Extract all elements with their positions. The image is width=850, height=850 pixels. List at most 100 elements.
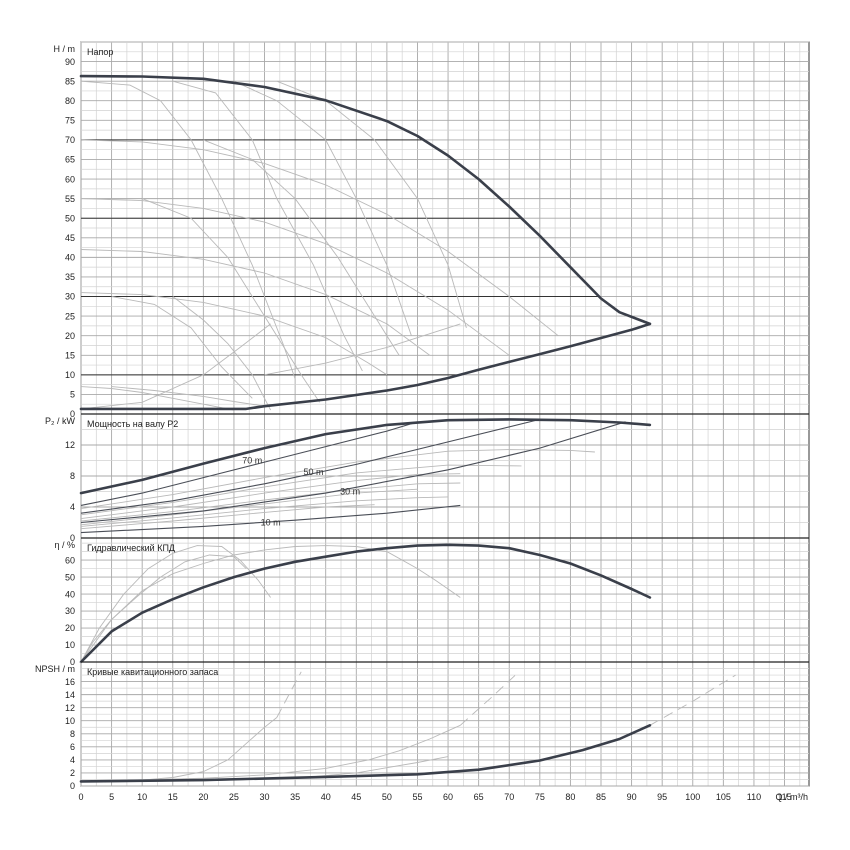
series-line: [80, 482, 461, 522]
series-line: [80, 421, 626, 524]
x-tick-label: 10: [137, 792, 147, 802]
y-tick-label: 12: [65, 440, 75, 450]
series-line: [80, 464, 522, 516]
y-tick-label: 30: [65, 606, 75, 616]
y-tick-label: 20: [65, 623, 75, 633]
x-tick-label: 35: [290, 792, 300, 802]
power-panel: 0 4 8 12 P₂ / kW Мощность на валу P2 70 m 50 m 3…: [45, 413, 809, 543]
x-tick-label: 45: [351, 792, 361, 802]
panel-title: Мощность на валу P2: [87, 419, 178, 429]
y-tick-label: 65: [65, 155, 75, 165]
y-tick-label: 15: [65, 350, 75, 360]
x-tick-label: 115: [777, 792, 791, 802]
series-line: [172, 80, 363, 372]
series-line: [80, 545, 271, 663]
x-tick-label: 70: [504, 792, 514, 802]
series-line: [80, 80, 296, 379]
series-line: [276, 671, 302, 718]
y-tick-label: 0: [70, 657, 75, 667]
y-tick-label: 4: [70, 502, 75, 512]
x-tick-label: 105: [716, 792, 731, 802]
series-line: [79, 322, 652, 411]
x-tick-label: 85: [596, 792, 606, 802]
y-tick-label: 50: [65, 572, 75, 582]
efficiency-panel: 0 10 20 30 40 50 60 η / % Гидравлический КПД: [54, 537, 809, 667]
series-line: [80, 249, 430, 356]
y-tick-label: 5: [70, 390, 75, 400]
x-tick-label: 60: [443, 792, 453, 802]
y-tick-label: 55: [65, 194, 75, 204]
y-tick-label: 20: [65, 331, 75, 341]
y-tick-label: 0: [70, 781, 75, 791]
series-line: [459, 674, 516, 726]
y-tick-label: 80: [65, 96, 75, 106]
y-tick-label: 0: [70, 409, 75, 419]
series-line: [172, 296, 271, 411]
series-line: [80, 139, 559, 337]
y-tick-label: 90: [65, 57, 75, 67]
y-tick-label: 10: [65, 640, 75, 650]
series-line: [79, 74, 652, 326]
series-line: [203, 139, 400, 356]
x-tick-label: 30: [260, 792, 270, 802]
y-tick-label: 35: [65, 272, 75, 282]
series-line: [79, 543, 652, 664]
y-tick-label: 10: [65, 716, 75, 726]
series-label: 70 m: [242, 456, 262, 466]
series-line: [80, 504, 461, 534]
series-line: [80, 504, 375, 530]
series-line: [142, 198, 320, 403]
y-tick-label: 8: [70, 729, 75, 739]
x-tick-label: 75: [535, 792, 545, 802]
series-line: [80, 496, 449, 527]
y-tick-label: 4: [70, 755, 75, 765]
series-line: [80, 724, 461, 782]
x-tick-label: 15: [168, 792, 178, 802]
series-line: [649, 674, 736, 726]
series-label: 10 m: [261, 518, 281, 528]
x-tick-label: 5: [109, 792, 114, 802]
y-tick-label: 60: [65, 174, 75, 184]
y-tick-label: 6: [70, 742, 75, 752]
y-tick-label: 25: [65, 311, 75, 321]
x-tick-label: 95: [657, 792, 667, 802]
y-tick-label: 40: [65, 589, 75, 599]
series-line: [111, 386, 265, 407]
y-axis-label: NPSH / m: [35, 664, 75, 674]
series-line: [80, 421, 418, 506]
y-axis-label: H / m: [54, 44, 76, 54]
x-tick-label: 65: [474, 792, 484, 802]
x-tick-label: 25: [229, 792, 239, 802]
y-tick-label: 85: [65, 76, 75, 86]
x-tick-label: 40: [321, 792, 331, 802]
y-axis-label: P₂ / kW: [45, 416, 75, 426]
series-line: [111, 296, 253, 399]
y-tick-label: 10: [65, 370, 75, 380]
y-tick-label: 8: [70, 471, 75, 481]
series-label: 30 m: [340, 487, 360, 497]
y-tick-label: 16: [65, 677, 75, 687]
panel-title: Кривые кавитационного запаса: [87, 667, 218, 677]
head-panel: 0 5 10 15 20 25 30 35 40 45 50 55 60 65 70 75 80 85 90 H / …: [54, 41, 809, 419]
y-tick-label: 45: [65, 233, 75, 243]
x-tick-label: 110: [747, 792, 761, 802]
x-tick-label: 55: [412, 792, 422, 802]
x-tick-label: 20: [198, 792, 208, 802]
series-line: [79, 724, 652, 783]
npsh-panel: 0 2 4 6 8 10 12 14 16 NPSH / m Кривые кавитационно…: [35, 661, 809, 802]
x-axis-label: Q / m³/h: [775, 792, 808, 802]
series-line: [80, 554, 247, 663]
y-tick-label: 60: [65, 555, 75, 565]
series-line: [79, 418, 652, 495]
y-tick-label: 75: [65, 116, 75, 126]
y-tick-label: 50: [65, 213, 75, 223]
series-label: 50 m: [303, 467, 323, 477]
series-line: [80, 198, 510, 356]
y-tick-label: 14: [65, 690, 75, 700]
panel-title: Напор: [87, 47, 113, 57]
series-line: [80, 488, 418, 526]
y-tick-label: 12: [65, 703, 75, 713]
series-line: [233, 80, 412, 336]
y-axis-label: η / %: [54, 540, 75, 550]
